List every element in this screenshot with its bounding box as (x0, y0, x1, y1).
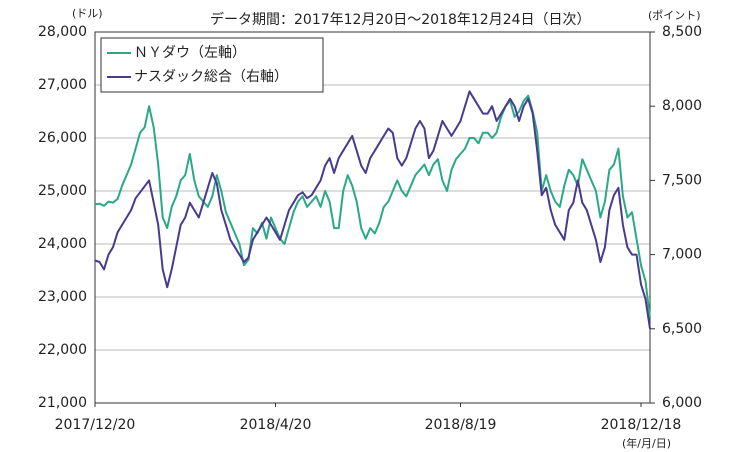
y-tick-label: 26,000 (38, 130, 87, 146)
x-tick-label: 2018/12/18 (601, 417, 682, 433)
x-tick-label: 2018/8/19 (425, 417, 497, 433)
y-tick-label: 23,000 (38, 289, 87, 305)
x-unit: (年/月/日) (622, 436, 671, 450)
chart-title: データ期間：2017年12月20日～2018年12月24日（日次） (210, 11, 591, 28)
y2-tick-label: 8,500 (662, 24, 702, 40)
y2-tick-label: 7,500 (662, 172, 702, 188)
y2-tick-label: 6,500 (662, 321, 702, 337)
y-tick-label: 21,000 (38, 395, 87, 411)
legend-label: ナスダック総合（右軸） (134, 69, 288, 85)
y2-unit: (ポイント) (648, 9, 701, 22)
legend-label: ＮＹダウ（左軸） (134, 45, 246, 61)
y-tick-label: 28,000 (38, 24, 87, 40)
y-tick-label: 25,000 (38, 183, 87, 199)
y-tick-label: 27,000 (38, 77, 87, 93)
series-line (94, 94, 651, 319)
y-tick-label: 24,000 (38, 236, 87, 252)
series-line (94, 90, 651, 329)
legend-box (100, 37, 324, 93)
y-unit: (ドル) (72, 7, 103, 20)
y2-tick-label: 7,000 (662, 247, 702, 263)
x-tick-label: 2018/4/20 (240, 417, 312, 433)
plot-frame (94, 31, 651, 404)
x-tick-label: 2017/12/20 (55, 417, 136, 433)
y2-tick-label: 8,000 (662, 98, 702, 114)
y2-tick-label: 6,000 (662, 395, 702, 411)
y-tick-label: 22,000 (38, 342, 87, 358)
